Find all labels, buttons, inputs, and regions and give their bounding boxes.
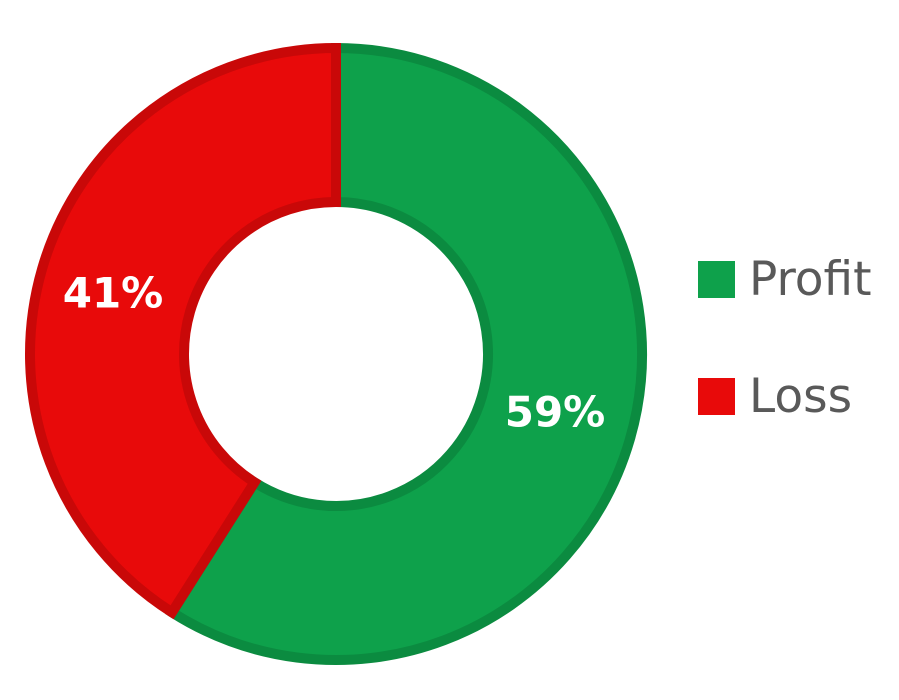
legend-label-profit: Profit	[749, 251, 872, 307]
legend-item-profit: Profit	[698, 250, 872, 308]
donut-slice-labels: 59% 41%	[63, 269, 606, 437]
legend-item-loss: Loss	[698, 367, 872, 425]
donut-slice-loss	[25, 42, 341, 620]
legend-swatch-loss	[698, 377, 735, 415]
donut-slices	[25, 42, 647, 665]
donut-slice-profit	[165, 42, 647, 665]
legend-label-loss: Loss	[749, 368, 853, 424]
chart-legend: Profit Loss	[698, 250, 872, 484]
slice-label-loss: 41%	[63, 269, 164, 318]
legend-swatch-profit	[698, 260, 735, 298]
slice-label-profit: 59%	[505, 388, 606, 437]
